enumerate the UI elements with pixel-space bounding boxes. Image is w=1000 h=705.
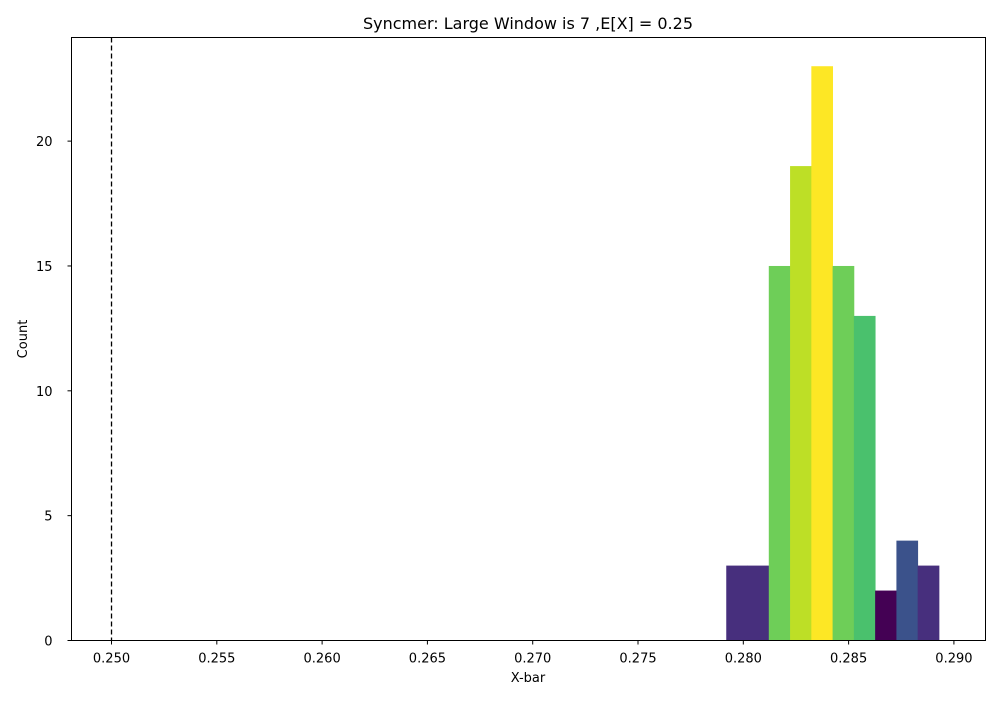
histogram-bar-1	[747, 565, 770, 641]
y-axis-label: Count	[16, 320, 31, 359]
x-tick-label-3: 0.265	[409, 652, 446, 667]
x-tick-label-1: 0.255	[198, 652, 235, 667]
x-axis-label: X-bar	[511, 671, 546, 686]
y-tick-label-2: 10	[36, 385, 53, 400]
x-tick-label-0: 0.250	[93, 652, 130, 667]
histogram-bar-4	[811, 66, 834, 641]
x-tick-label-5: 0.275	[619, 652, 656, 667]
plot-frame	[71, 37, 986, 641]
y-tick-label-3: 15	[36, 260, 53, 275]
y-tick-label-0: 0	[44, 635, 52, 650]
histogram-bar-6	[853, 315, 876, 641]
histogram-bar-9	[917, 565, 940, 641]
bars-layer	[726, 66, 940, 641]
x-tick-label-2: 0.260	[304, 652, 341, 667]
x-tick-label-8: 0.290	[935, 652, 972, 667]
x-tick-label-6: 0.280	[725, 652, 762, 667]
histogram-bar-2	[768, 265, 791, 641]
y-tick-label-1: 5	[44, 510, 52, 525]
y-tick-label-4: 20	[36, 135, 53, 150]
histogram-bar-0	[726, 565, 748, 641]
x-tick-label-4: 0.270	[514, 652, 551, 667]
histogram-bar-7	[875, 590, 897, 641]
ticks-layer: 0.250 0.255 0.260 0.265 0.270 0.275 0.280 0.285…	[36, 135, 973, 666]
x-tick-label-7: 0.285	[830, 652, 867, 667]
histogram-bar-3	[790, 166, 812, 641]
chart-title: Syncmer: Large Window is 7 ,E[X] = 0.25	[363, 14, 693, 33]
histogram-bar-8	[896, 540, 919, 641]
histogram-bar-5	[832, 265, 855, 641]
